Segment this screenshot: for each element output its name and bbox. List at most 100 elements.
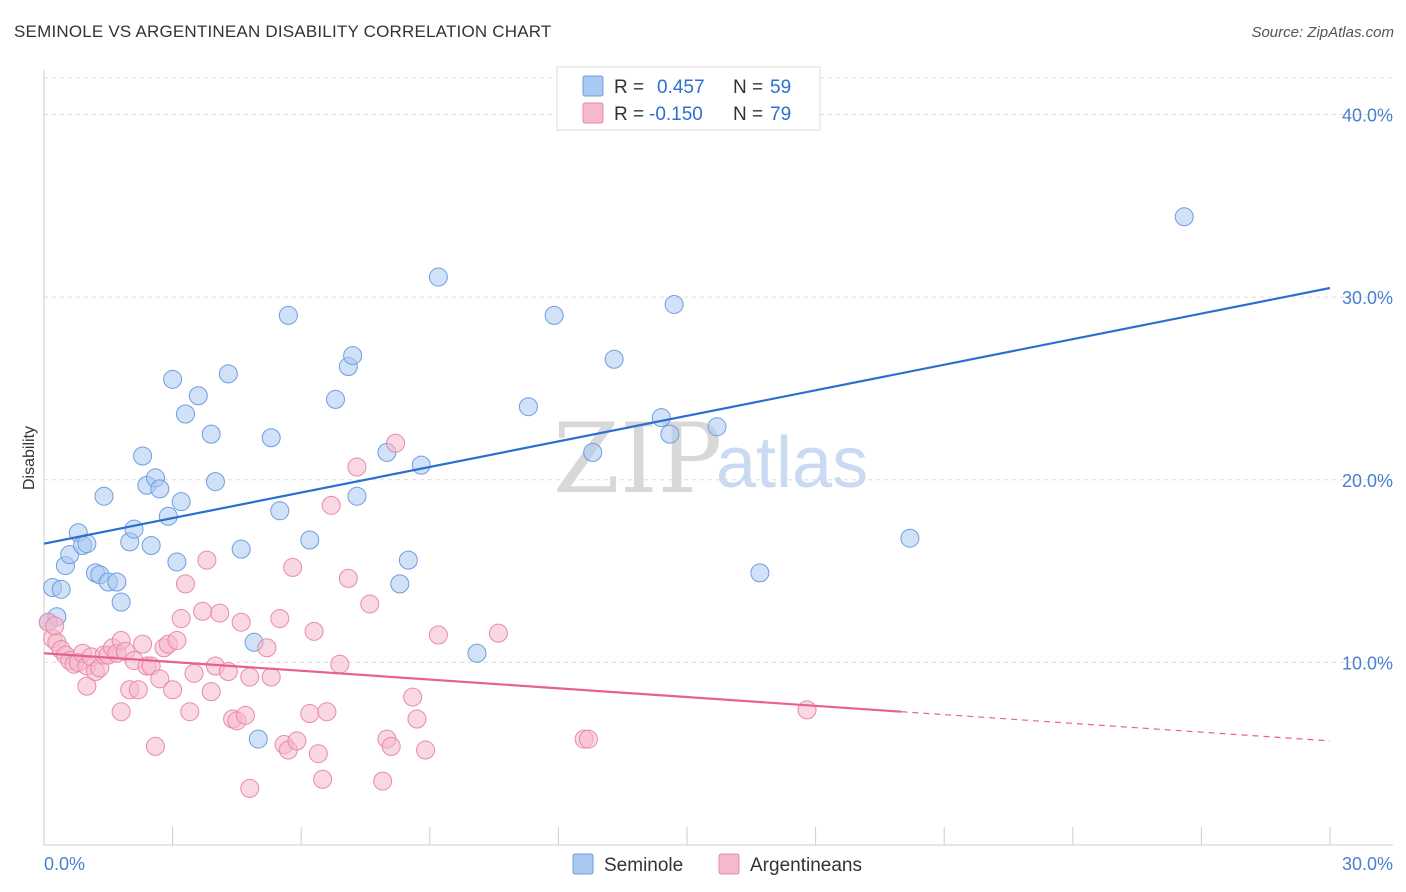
trend-line-argentineans (43, 652, 902, 713)
watermark-atlas: atlas (716, 423, 868, 503)
seminole-point (347, 486, 367, 506)
seminole-point (750, 563, 770, 583)
y-tick-label: 40.0% (1342, 106, 1393, 126)
seminole-point (1174, 207, 1194, 227)
seminole-point (467, 643, 487, 663)
series-argentineans (38, 433, 817, 798)
trend-line-seminole (43, 286, 1331, 545)
argentinean-point (403, 687, 423, 707)
argentinean-point (150, 669, 170, 689)
bottom-legend-swatch-argentineans (718, 853, 740, 875)
legend: R = 0.457 N = 59 R = -0.150 N = 79 (556, 66, 821, 131)
source-label: Source: ZipAtlas.com (1251, 24, 1394, 41)
legend-n-label-argentineans: N = (733, 104, 763, 125)
argentinean-point (111, 702, 131, 722)
y-tick-label: 30.0% (1342, 288, 1393, 308)
seminole-point (544, 305, 564, 325)
argentinean-point (175, 574, 195, 594)
seminole-point (111, 592, 131, 612)
seminole-point (201, 424, 221, 444)
argentinean-point (171, 609, 191, 629)
legend-swatch-argentineans (582, 102, 604, 124)
seminole-point (158, 506, 178, 526)
argentinean-point (317, 702, 337, 722)
bottom-legend-swatch-seminole (572, 853, 594, 875)
seminole-point (651, 408, 671, 428)
argentinean-point (373, 771, 393, 791)
y-tick-label: 10.0% (1342, 653, 1393, 673)
argentinean-point (338, 568, 358, 588)
seminole-point (428, 267, 448, 287)
legend-swatch-seminole (582, 75, 604, 97)
argentinean-point (321, 495, 341, 515)
argentinean-point (270, 609, 290, 629)
argentinean-point (578, 729, 598, 749)
seminole-point (150, 479, 170, 499)
argentinean-point (381, 736, 401, 756)
legend-r-value-seminole: 0.457 (657, 77, 705, 98)
seminole-point (325, 389, 345, 409)
argentinean-point (133, 634, 153, 654)
argentinean-point (201, 682, 221, 702)
argentinean-point (235, 705, 255, 725)
seminole-point (343, 346, 363, 366)
argentinean-point (386, 433, 406, 453)
argentinean-point (330, 654, 350, 674)
seminole-point (660, 424, 680, 444)
argentinean-point (45, 616, 65, 636)
seminole-point (261, 428, 281, 448)
bottom-legend: Seminole Argentineans (572, 853, 862, 876)
seminole-point (171, 492, 191, 512)
seminole-point (163, 369, 183, 389)
gridlines (44, 77, 1393, 663)
x-axis-ticks (43, 827, 1331, 845)
seminole-point (411, 455, 431, 475)
argentinean-point (360, 594, 380, 614)
argentinean-point (261, 667, 281, 687)
watermark-zip: ZIP (553, 403, 722, 515)
argentinean-point (180, 702, 200, 722)
seminole-point (175, 404, 195, 424)
legend-r-label-seminole: R = (614, 77, 644, 98)
argentinean-point (488, 623, 508, 643)
argentinean-point (407, 709, 427, 729)
seminole-point (205, 472, 225, 492)
y-tick-labels: 10.0% 20.0% 30.0% 40.0% (1342, 106, 1393, 674)
seminole-point (218, 364, 238, 384)
bottom-legend-label-seminole: Seminole (604, 855, 683, 876)
seminole-point (300, 530, 320, 550)
legend-n-value-argentineans: 79 (770, 104, 791, 125)
series-seminole (38, 207, 1194, 749)
argentinean-point (257, 638, 277, 658)
seminole-point (664, 294, 684, 314)
seminole-point (278, 305, 298, 325)
argentinean-point (347, 457, 367, 477)
seminole-point (583, 442, 603, 462)
y-tick-label: 20.0% (1342, 471, 1393, 491)
argentinean-point (163, 680, 183, 700)
argentinean-point (287, 731, 307, 751)
argentinean-point (240, 778, 260, 798)
argentinean-point (167, 630, 187, 650)
trend-lines (43, 286, 1331, 742)
seminole-point (398, 550, 418, 570)
legend-r-value-argentineans: -0.150 (649, 104, 703, 125)
legend-n-label-seminole: N = (733, 77, 763, 98)
argentinean-point (77, 676, 97, 696)
chart-title: SEMINOLE VS ARGENTINEAN DISABILITY CORRE… (14, 22, 552, 41)
argentinean-point (428, 625, 448, 645)
seminole-point (188, 386, 208, 406)
seminole-point (141, 536, 161, 556)
argentinean-point (240, 667, 260, 687)
y-axis-label: Disability (21, 426, 38, 490)
seminole-point (51, 579, 71, 599)
x-tick-label-max: 30.0% (1342, 854, 1393, 874)
argentinean-point (283, 557, 303, 577)
argentinean-point (416, 740, 436, 760)
argentinean-point (304, 621, 324, 641)
argentinean-point (145, 736, 165, 756)
seminole-point (60, 545, 80, 565)
bottom-legend-label-argentineans: Argentineans (750, 855, 862, 876)
argentinean-point (797, 700, 817, 720)
